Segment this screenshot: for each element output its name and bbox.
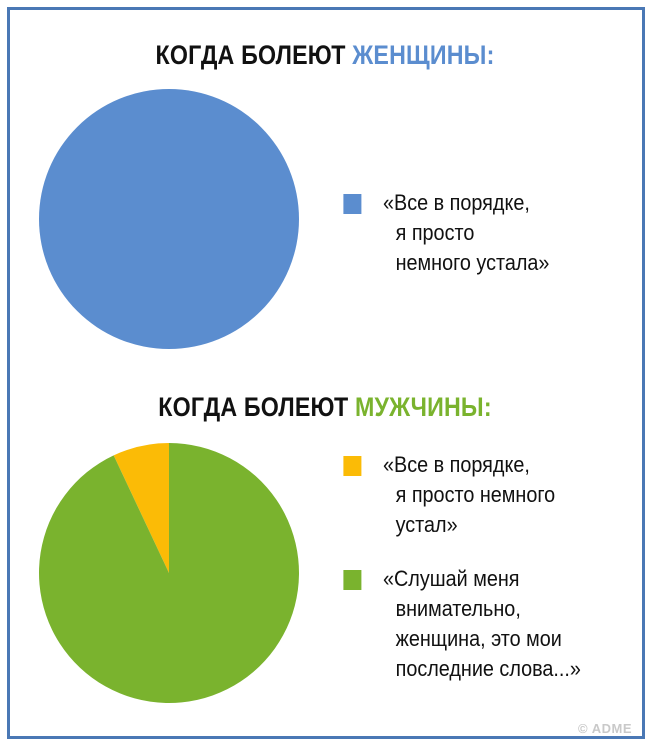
pie-slice: [39, 89, 299, 349]
chart-title-women: КОГДА БОЛЕЮТ ЖЕНЩИНЫ:: [46, 40, 605, 71]
pie-chart-women: [39, 89, 299, 349]
legend-item-men-last-words: «Слушай меня внимательно, женщина, это м…: [343, 564, 581, 684]
title-accent: ЖЕНЩИНЫ:: [352, 40, 495, 70]
pie-slice: [113, 443, 169, 573]
legend-item-women-fine: «Все в порядке, я просто немного устала»: [343, 188, 550, 278]
title-prefix: КОГДА БОЛЕЮТ: [158, 392, 356, 422]
watermark: © ADME: [578, 721, 632, 736]
legend-swatch: [343, 456, 362, 476]
legend-line: «Все в порядке,: [383, 452, 530, 477]
legend-item-men-fine: «Все в порядке, я просто немного устал»: [343, 450, 556, 540]
pie-slice: [38, 443, 300, 703]
legend-line: женщина, это мои: [395, 626, 562, 651]
legend-line: я просто немного: [395, 482, 556, 507]
chart-title-men: КОГДА БОЛЕЮТ МУЖЧИНЫ:: [46, 392, 605, 423]
legend-line: внимательно,: [395, 596, 521, 621]
legend-line: я просто: [395, 220, 475, 245]
legend-line: устал»: [395, 512, 458, 537]
legend-swatch: [343, 570, 362, 590]
legend-line: «Все в порядке,: [383, 190, 530, 215]
legend-line: последние слова...»: [395, 656, 581, 681]
legend-line: «Слушай меня: [383, 566, 520, 591]
title-prefix: КОГДА БОЛЕЮТ: [155, 40, 353, 70]
pie-chart-men: [38, 443, 300, 703]
legend-swatch: [343, 194, 362, 214]
legend-line: немного устала»: [395, 250, 550, 275]
title-accent: МУЖЧИНЫ:: [355, 392, 492, 422]
